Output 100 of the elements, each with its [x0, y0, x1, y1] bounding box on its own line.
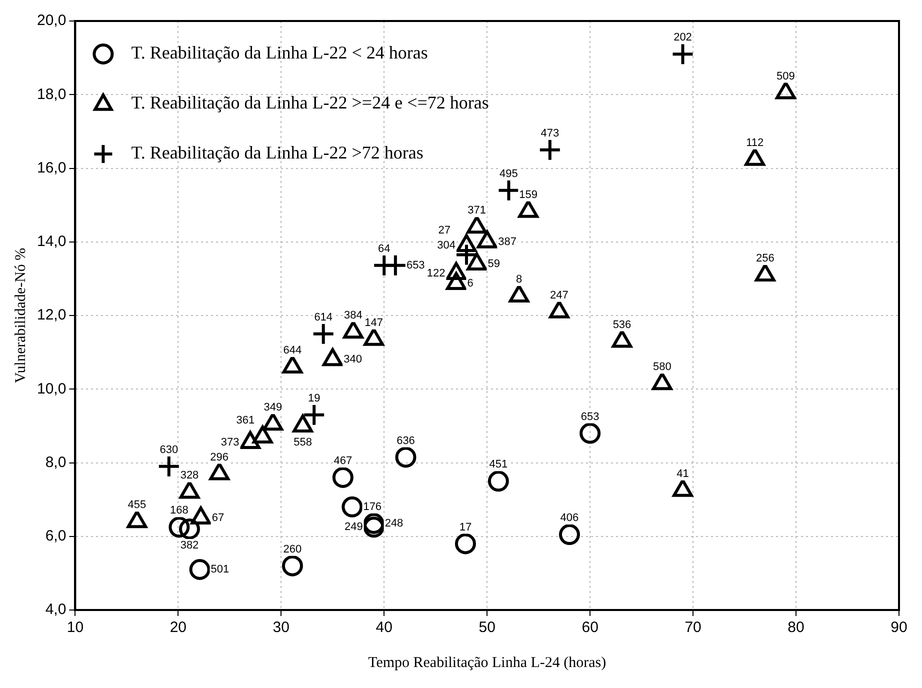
y-tick-label: 8,0	[45, 454, 66, 471]
annotation: 260	[283, 543, 302, 556]
point	[476, 230, 498, 248]
point	[168, 516, 190, 538]
legend-label: T. Reabilitação da Linha L-22 < 24 horas	[131, 42, 428, 63]
point	[342, 496, 363, 518]
annotation: 17	[459, 521, 472, 534]
point	[754, 264, 776, 282]
point	[157, 454, 180, 478]
point	[364, 328, 384, 346]
annotation: 653	[580, 410, 600, 423]
annotation: 122	[426, 268, 446, 280]
annotation: 614	[314, 311, 333, 324]
point	[343, 320, 364, 339]
point	[332, 466, 354, 488]
point	[363, 512, 384, 534]
x-axis-title: Tempo Reabilitação Linha L-24 (horas)	[368, 654, 606, 671]
point	[282, 356, 303, 374]
annotation: 256	[756, 252, 774, 265]
annotation: 558	[294, 436, 312, 448]
point	[466, 252, 487, 270]
annotation: 147	[364, 316, 384, 329]
annotation: 467	[334, 455, 352, 468]
annotation: 296	[210, 451, 229, 464]
legend-label: T. Reabilitação da Linha L-22 >72 horas	[131, 142, 424, 163]
annotation: 249	[344, 521, 363, 534]
x-tick-label: 30	[272, 619, 290, 636]
annotation: 159	[519, 188, 538, 201]
annotation: 176	[363, 500, 382, 513]
x-tick-label: 80	[788, 619, 804, 636]
point	[189, 559, 210, 580]
annotation: 451	[489, 458, 508, 471]
point	[612, 330, 632, 348]
annotation: 501	[210, 564, 230, 576]
annotation: 630	[160, 444, 178, 456]
annotation: 371	[468, 204, 486, 217]
annotation: 27	[438, 224, 451, 236]
annotation: 6	[467, 278, 474, 290]
point	[302, 403, 326, 426]
legend-label: T. Reabilitação da Linha L-22 >=24 e <=72 horas	[131, 92, 489, 113]
point	[488, 470, 509, 492]
x-tick-label: 20	[170, 619, 187, 636]
point	[466, 216, 487, 234]
annotation: 455	[128, 499, 146, 512]
y-tick-label: 20,0	[36, 12, 66, 30]
point	[558, 524, 580, 546]
annotation: 168	[170, 504, 188, 517]
point	[456, 234, 477, 252]
annotation: 384	[344, 310, 362, 322]
annotation: 382	[180, 540, 199, 552]
point	[363, 516, 384, 538]
annotation: 304	[437, 240, 456, 252]
annotation: 202	[674, 32, 692, 44]
annotation: 247	[550, 289, 568, 302]
annotation: 8	[516, 274, 522, 286]
annotation: 59	[488, 258, 500, 270]
x-tick-label: 40	[376, 619, 392, 636]
annotation: 387	[498, 236, 516, 248]
annotation: 644	[283, 344, 302, 357]
annotation: 509	[776, 70, 795, 82]
annotation: 349	[264, 402, 282, 414]
point	[518, 200, 538, 218]
annotation: 67	[212, 512, 224, 524]
point	[395, 446, 416, 468]
x-tick-label: 90	[890, 619, 908, 636]
y-tick-label: 18,0	[36, 86, 66, 103]
point	[508, 284, 530, 302]
x-tick-label: 10	[66, 619, 84, 636]
point	[744, 148, 765, 166]
annotation: 328	[180, 470, 199, 482]
annotation: 636	[396, 434, 415, 447]
annotation: 41	[676, 468, 689, 480]
annotation: 112	[746, 136, 764, 149]
point	[580, 422, 601, 444]
point	[240, 431, 260, 450]
annotation: 473	[540, 127, 560, 140]
annotation: 580	[652, 361, 672, 374]
point	[446, 272, 466, 290]
x-tick-label: 70	[684, 619, 702, 636]
point	[454, 533, 476, 554]
y-tick-label: 14,0	[36, 233, 66, 250]
point	[282, 555, 303, 576]
x-tick-label: 60	[582, 619, 598, 636]
annotation: 340	[344, 354, 362, 366]
annotation: 653	[406, 259, 425, 272]
annotation: 361	[236, 414, 255, 427]
y-tick-label: 12,0	[36, 306, 66, 324]
annotation: 248	[384, 518, 404, 530]
point	[776, 81, 796, 100]
annotation: 495	[500, 168, 518, 180]
y-tick-label: 10,0	[36, 380, 66, 398]
annotation: 373	[220, 436, 240, 449]
y-tick-label: 4,0	[45, 601, 66, 618]
point	[446, 262, 466, 280]
y-tick-label: 6,0	[45, 528, 66, 545]
y-tick-label: 16,0	[36, 159, 66, 176]
point	[262, 412, 284, 431]
point	[179, 518, 200, 540]
annotation: 406	[560, 512, 579, 524]
y-axis-title: Vulnerabilidade-Nó %	[12, 248, 29, 384]
